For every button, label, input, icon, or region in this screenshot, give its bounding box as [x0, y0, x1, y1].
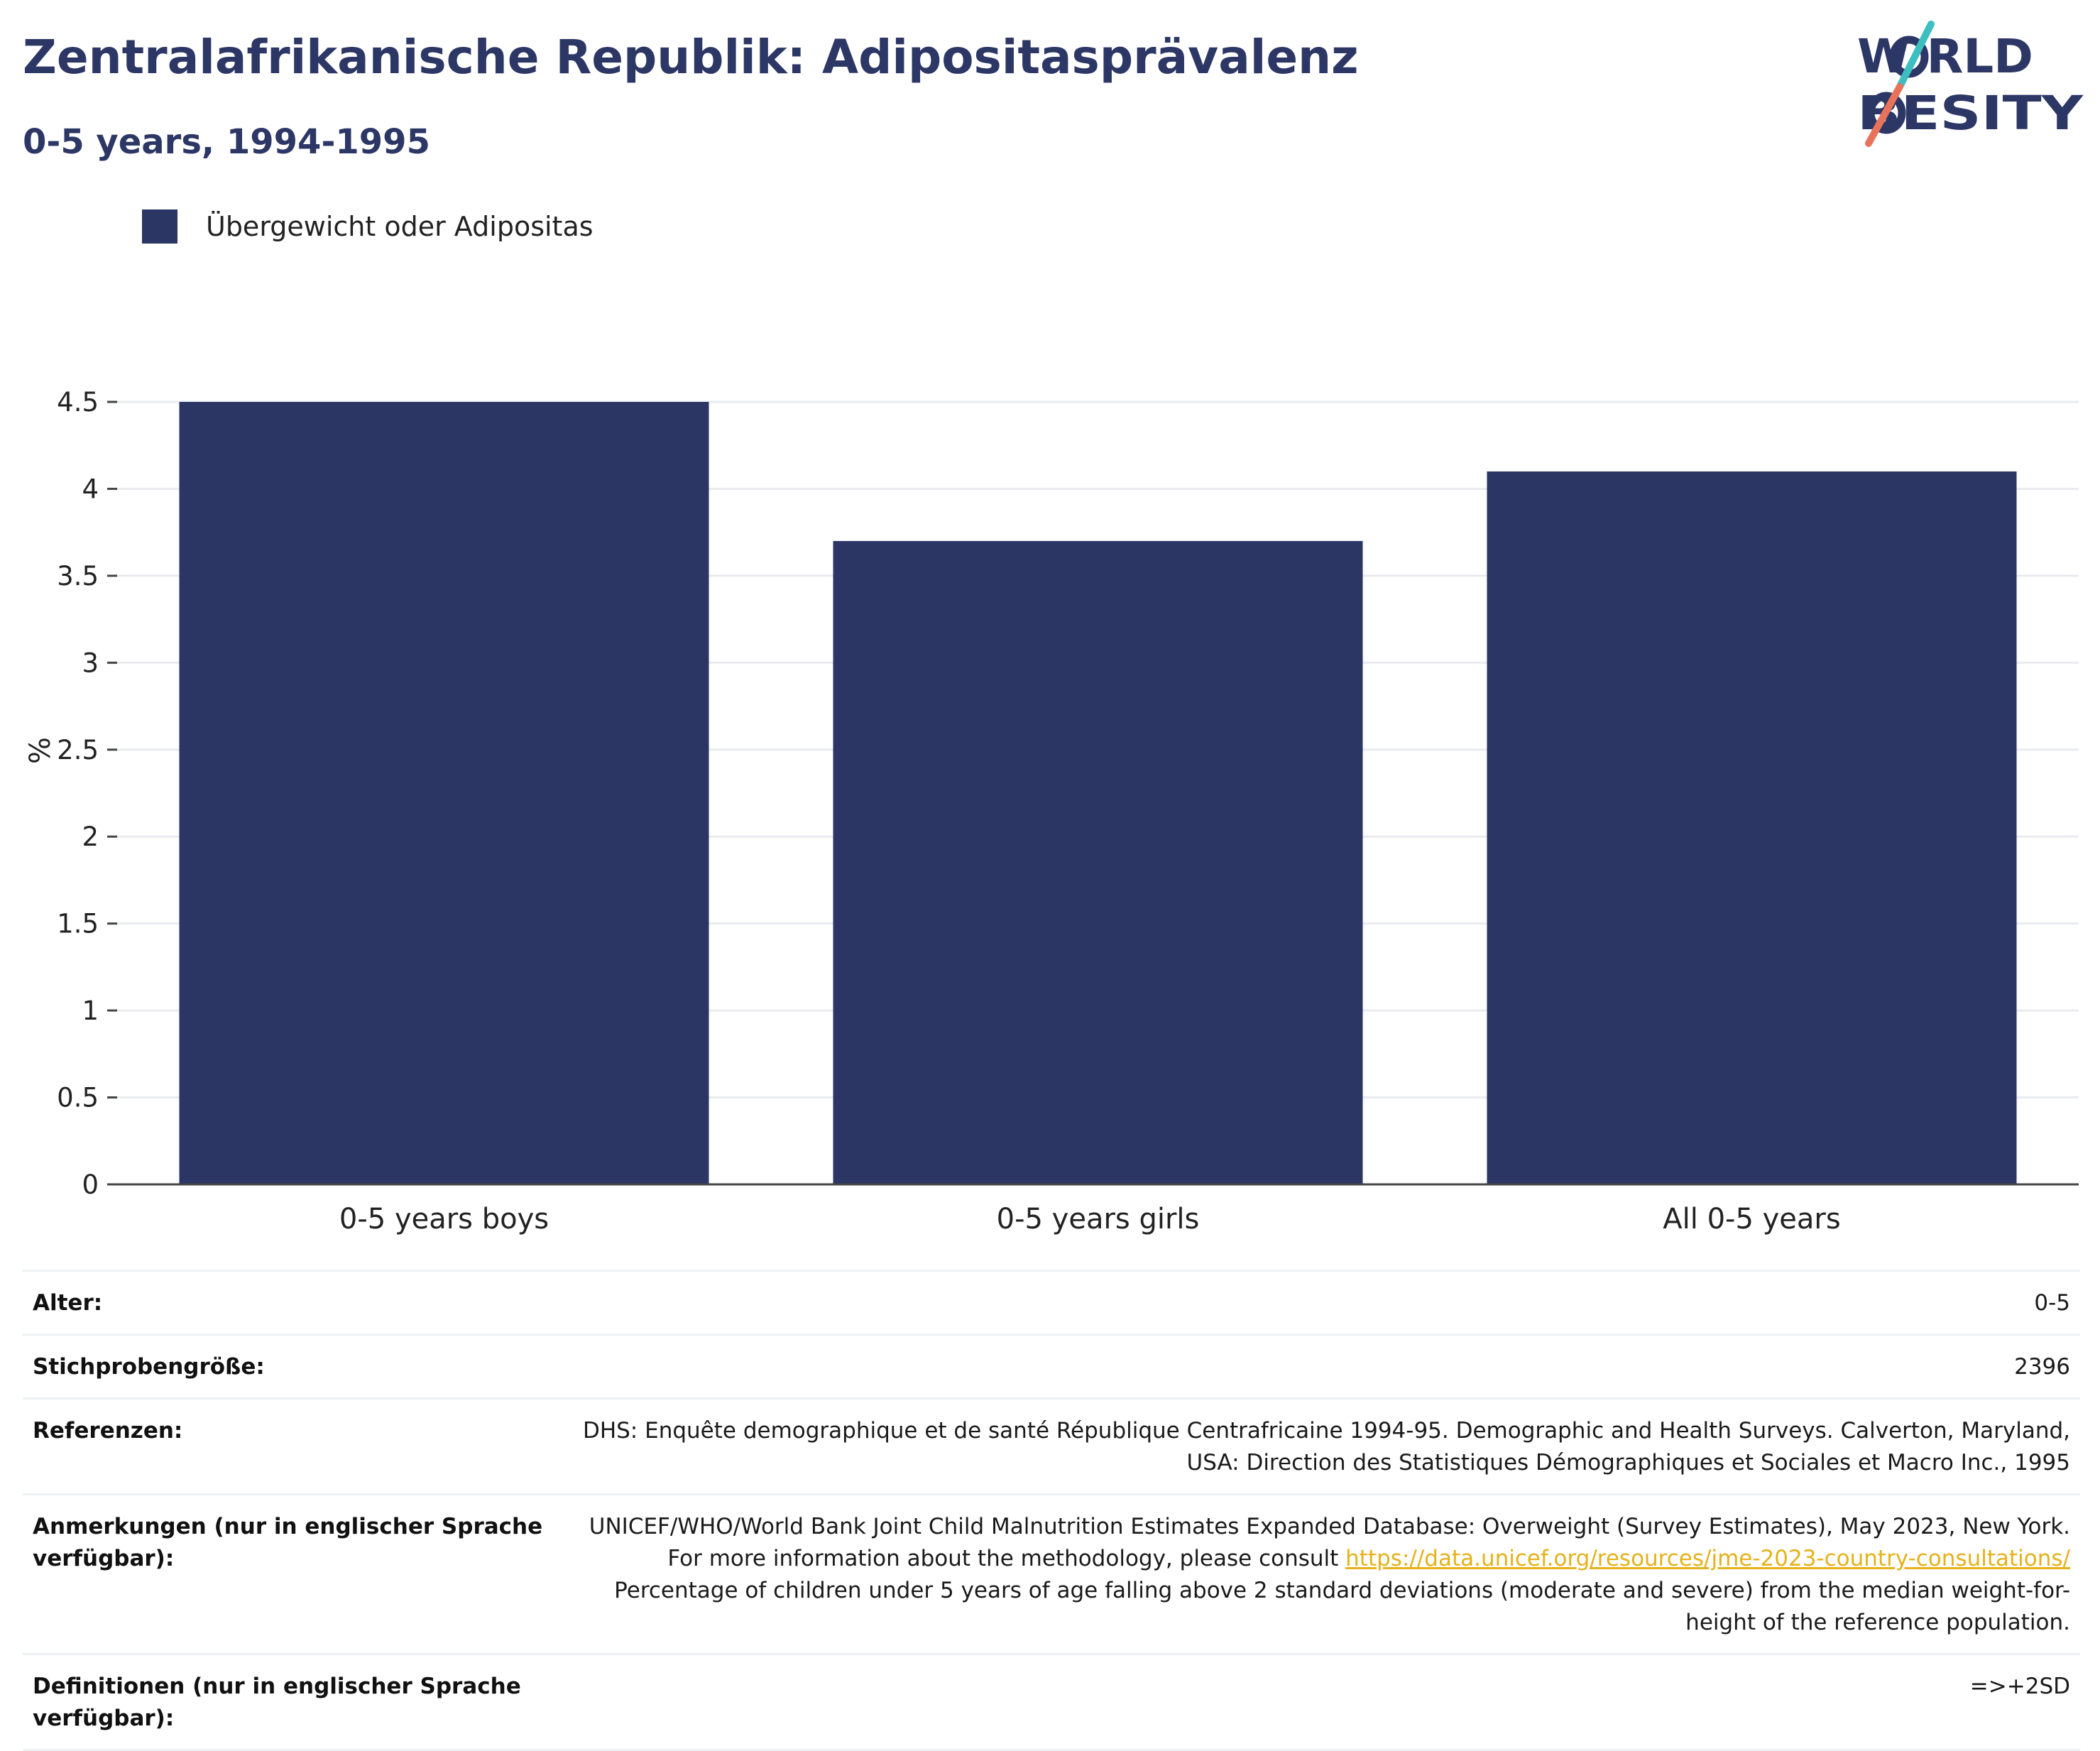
info-value: 2396	[2014, 1354, 2070, 1380]
info-key: Referenzen:	[33, 1418, 183, 1444]
notes-text-after: Percentage of children under 5 years of …	[614, 1578, 2070, 1635]
methodology-link[interactable]: https://data.unicef.org/resources/jme-20…	[1345, 1546, 2070, 1571]
chart-legend: Übergewicht oder Adipositas	[142, 209, 594, 244]
legend-label: Übergewicht oder Adipositas	[206, 211, 594, 242]
y-tick-label: 1.5	[57, 909, 99, 939]
y-tick-label: 0	[82, 1169, 99, 1200]
info-value: DHS: Enquête demographique et de santé R…	[582, 1418, 2070, 1475]
y-tick-label: 2	[82, 822, 99, 852]
y-tick-label: 1	[82, 995, 99, 1026]
legend-swatch	[142, 209, 177, 244]
info-value: =>+2SD	[1969, 1674, 2070, 1699]
info-value: UNICEF/WHO/World Bank Joint Child Malnut…	[554, 1495, 2080, 1654]
svg-text:W RLD: W RLD	[1857, 29, 2033, 84]
bar-0[interactable]	[179, 402, 709, 1184]
info-row-sample-size: Stichprobengröße: 2396	[23, 1334, 2080, 1399]
x-tick-label: All 0-5 years	[1663, 1203, 1840, 1235]
y-tick-label: 3	[82, 648, 99, 678]
y-tick-label: 2.5	[57, 735, 99, 765]
y-tick-label: 4.5	[57, 387, 99, 418]
info-key: Anmerkungen (nur in englischer Sprache v…	[33, 1514, 543, 1571]
info-row-references: Referenzen: DHS: Enquête demographique e…	[23, 1398, 2080, 1495]
y-tick-label: 3.5	[57, 561, 99, 591]
info-key: Stichprobengröße:	[33, 1354, 265, 1380]
bar-chart: 0 0.5 1 1.5 2 2.5 3 3.5 4 4.5% 0-5 years boys 0-5 y…	[24, 387, 2079, 1235]
y-axis-label: %	[24, 737, 57, 764]
bar-1[interactable]	[833, 540, 1363, 1184]
info-key: Alter:	[33, 1290, 103, 1316]
x-tick-label: 0-5 years girls	[997, 1203, 1200, 1235]
info-key: Definitionen (nur in englischer Sprache …	[33, 1674, 521, 1731]
bar-2[interactable]	[1487, 471, 2017, 1184]
x-tick-label: 0-5 years boys	[339, 1203, 549, 1235]
notes-text-before: UNICEF/WHO/World Bank Joint Child Malnut…	[589, 1514, 2070, 1571]
world-obesity-logo: W RLD BESITY	[1857, 21, 2084, 147]
page-title: Zentralafrikanische Republik: Adipositas…	[23, 30, 1359, 84]
y-tick-label: 4	[82, 474, 99, 504]
y-tick-label: 0.5	[57, 1083, 99, 1113]
info-row-notes: Anmerkungen (nur in englischer Sprache v…	[23, 1494, 2080, 1654]
info-table: Alter: 0-5 Stichprobengröße: 2396 Refere…	[23, 1270, 2080, 1751]
info-row-age: Alter: 0-5	[23, 1270, 2080, 1335]
info-value: 0-5	[2034, 1290, 2070, 1316]
info-row-definitions: Definitionen (nur in englischer Sprache …	[23, 1654, 2080, 1750]
page-subtitle: 0-5 years, 1994-1995	[23, 122, 430, 162]
